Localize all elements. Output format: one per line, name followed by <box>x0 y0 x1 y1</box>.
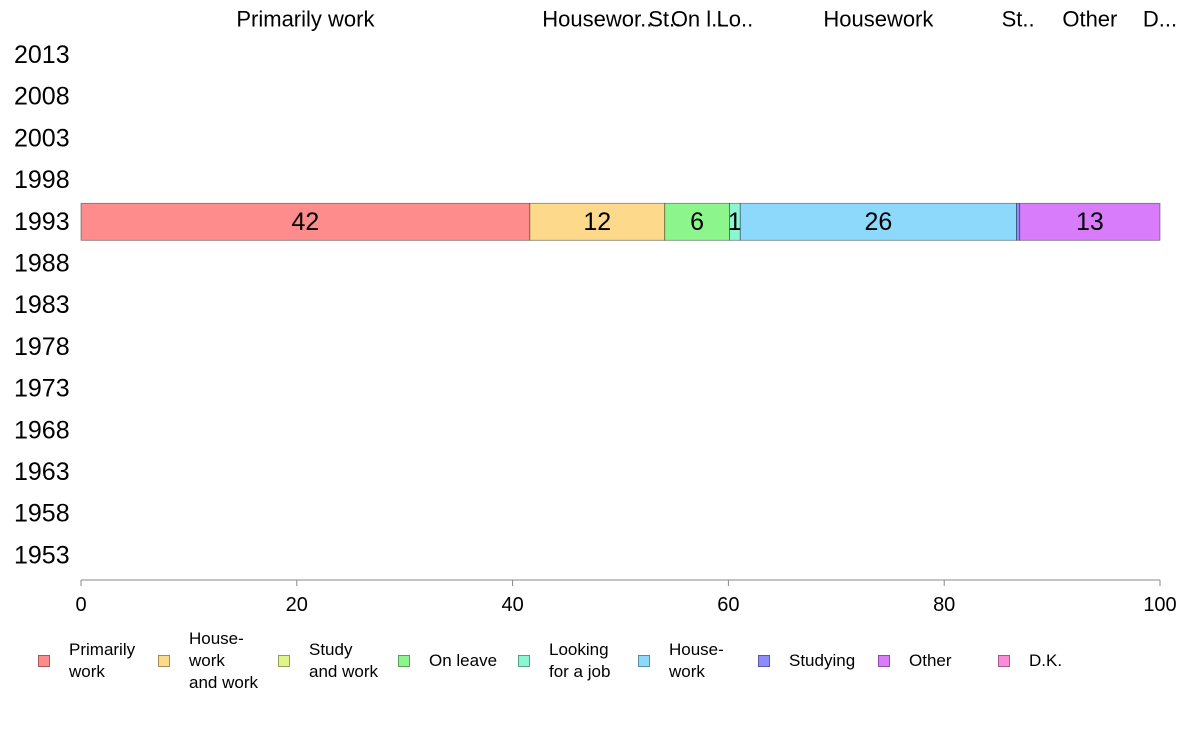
bar-value-label: 42 <box>292 208 320 236</box>
y-tick-label: 1973 <box>14 375 70 403</box>
legend-swatch <box>158 655 170 667</box>
bar-segment <box>80 202 531 241</box>
legend-label: D.K. <box>1029 651 1063 670</box>
legend-label: and work <box>189 673 258 692</box>
legend-swatch <box>638 655 650 667</box>
segment-header-label: Housewor.. <box>542 7 652 32</box>
bar-value-label: 1 <box>728 208 742 236</box>
segment-header-label: St.. <box>648 7 681 32</box>
y-tick-label: 2003 <box>14 124 70 152</box>
legend-label: work <box>669 662 705 681</box>
chart: Primarily work Housewor..St..On l..Lo.. Ho… <box>14 7 1177 617</box>
bar-value-label: 12 <box>583 208 611 236</box>
y-tick-label: 2013 <box>14 41 70 69</box>
y-tick-label: 1963 <box>14 458 70 486</box>
legend-swatch <box>758 655 770 667</box>
x-tick-label: 0 <box>75 594 86 616</box>
x-axis: 0 20 40 60 80 100 <box>75 579 1177 616</box>
segment-header-labels: Primarily work Housewor..St..On l..Lo.. Ho… <box>236 7 1177 32</box>
bar-segment <box>1016 202 1021 241</box>
legend-swatch <box>518 655 530 667</box>
x-tick-label: 80 <box>933 594 955 616</box>
bar-segment <box>739 202 1017 241</box>
legend-label: House- <box>669 640 724 659</box>
legend-swatch <box>38 655 50 667</box>
bar-value-label: 13 <box>1076 208 1104 236</box>
x-tick-label: 20 <box>286 594 308 616</box>
y-tick-label: 1953 <box>14 541 70 569</box>
legend-label: On leave <box>429 651 498 670</box>
y-axis-tick-labels: 2013 2008 2003 1998 1993 1988 1983 1978 1973 1968… <box>14 41 70 569</box>
y-tick-label: 1978 <box>14 333 70 361</box>
x-tick-label: 60 <box>717 594 739 616</box>
legend-label: Study <box>309 640 353 659</box>
bar-segment <box>1019 202 1161 241</box>
segment-header-label: Lo.. <box>717 7 754 32</box>
legend: Primarily work House-work and work Study and … <box>38 629 1168 696</box>
x-tick-label: 100 <box>1143 594 1176 616</box>
y-tick-label: 1988 <box>14 250 70 278</box>
y-tick-label: 1983 <box>14 291 70 319</box>
legend-label: for a job <box>549 662 611 681</box>
y-tick-label: 1958 <box>14 500 70 528</box>
segment-header-label: Housework <box>823 7 934 32</box>
bar-value-label: 6 <box>690 208 704 236</box>
y-tick-label: 1968 <box>14 416 70 444</box>
bar-value-label: 26 <box>864 208 892 236</box>
bar-segment <box>664 202 730 241</box>
legend-swatch <box>998 655 1010 667</box>
bar-segment <box>529 202 666 241</box>
legend-label: work <box>189 651 225 670</box>
legend-label: House- <box>189 629 244 648</box>
legend-swatch <box>398 655 410 667</box>
segment-header-label: St.. <box>1002 7 1035 32</box>
segment-header-label: On l.. <box>671 7 724 32</box>
segment-header-label: Other <box>1062 7 1117 32</box>
y-tick-label: 1993 <box>14 208 70 236</box>
y-tick-label: 2008 <box>14 83 70 111</box>
legend-label: and work <box>309 662 378 681</box>
legend-label: Primarily <box>69 640 136 659</box>
legend-label: Other <box>909 651 952 670</box>
segment-header-label: D... <box>1143 7 1177 32</box>
legend-label: Studying <box>789 651 856 670</box>
bars: 42 12 6 1 26 13 <box>80 202 1161 241</box>
legend-swatch <box>878 655 890 667</box>
legend-swatch <box>278 655 290 667</box>
segment-header-label: Primarily work <box>236 7 375 32</box>
legend-label: Looking <box>549 640 609 659</box>
x-tick-label: 40 <box>501 594 523 616</box>
legend-label: work <box>69 662 105 681</box>
y-tick-label: 1998 <box>14 166 70 194</box>
